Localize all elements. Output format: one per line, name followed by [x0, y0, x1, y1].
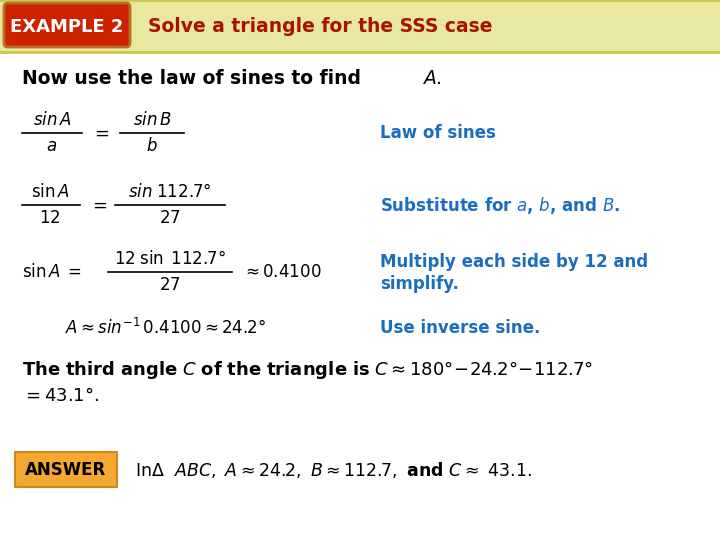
Text: $=$: $=$ [89, 196, 107, 214]
Bar [0, 0, 720, 52]
Text: $\mathit{sin}\,A$: $\mathit{sin}\,A$ [32, 111, 71, 129]
Text: $b$: $b$ [146, 137, 158, 155]
Text: Substitute for $a$, $b$, and $B$.: Substitute for $a$, $b$, and $B$. [380, 194, 621, 215]
Text: $\mathit{sin}\;112.7°$: $\mathit{sin}\;112.7°$ [128, 183, 212, 201]
Text: $\sin A\;=$: $\sin A\;=$ [22, 263, 82, 281]
Text: $\mathit{sin}\,B$: $\mathit{sin}\,B$ [132, 111, 171, 129]
Text: $A \approx \mathit{sin}^{-1}\,0.4100\approx 24.2°$: $A \approx \mathit{sin}^{-1}\,0.4100\app… [65, 318, 266, 338]
Text: $\mathit{A}$.: $\mathit{A}$. [422, 69, 441, 87]
Text: simplify.: simplify. [380, 275, 459, 293]
Text: $12$: $12$ [39, 209, 60, 227]
Text: $27$: $27$ [159, 276, 181, 294]
Text: ANSWER: ANSWER [25, 461, 107, 479]
Text: $=43.1°.$: $=43.1°.$ [22, 387, 99, 405]
Text: $\mathbf{The\ third\ angle}\ \mathit{C}\ \mathbf{of\ the\ triangle\ is}\ C\appro: $\mathbf{The\ third\ angle}\ \mathit{C}\… [22, 359, 593, 381]
Text: Solve a triangle for the SSS case: Solve a triangle for the SSS case [148, 17, 492, 37]
Text: Law of sines: Law of sines [380, 124, 496, 142]
Text: EXAMPLE 2: EXAMPLE 2 [10, 18, 124, 36]
Text: Use inverse sine.: Use inverse sine. [380, 319, 541, 337]
Text: $=$: $=$ [91, 124, 109, 142]
Text: $27$: $27$ [159, 209, 181, 227]
FancyBboxPatch shape [4, 3, 130, 47]
Text: Now use the law of sines to find: Now use the law of sines to find [22, 69, 367, 87]
Text: $\approx 0.4100$: $\approx 0.4100$ [242, 263, 321, 281]
Text: $12\;\sin\;112.7°$: $12\;\sin\;112.7°$ [114, 250, 226, 268]
Text: $\sin A$: $\sin A$ [31, 183, 69, 201]
Text: Multiply each side by 12 and: Multiply each side by 12 and [380, 253, 648, 271]
FancyBboxPatch shape [15, 452, 117, 487]
Text: $a$: $a$ [47, 137, 58, 155]
Text: $\mathrm{In}\Delta\ \ \mathit{ABC},\ A\approx 24.2,\ B\approx 112.7,\ \mathbf{an: $\mathrm{In}\Delta\ \ \mathit{ABC},\ A\a… [135, 460, 532, 480]
